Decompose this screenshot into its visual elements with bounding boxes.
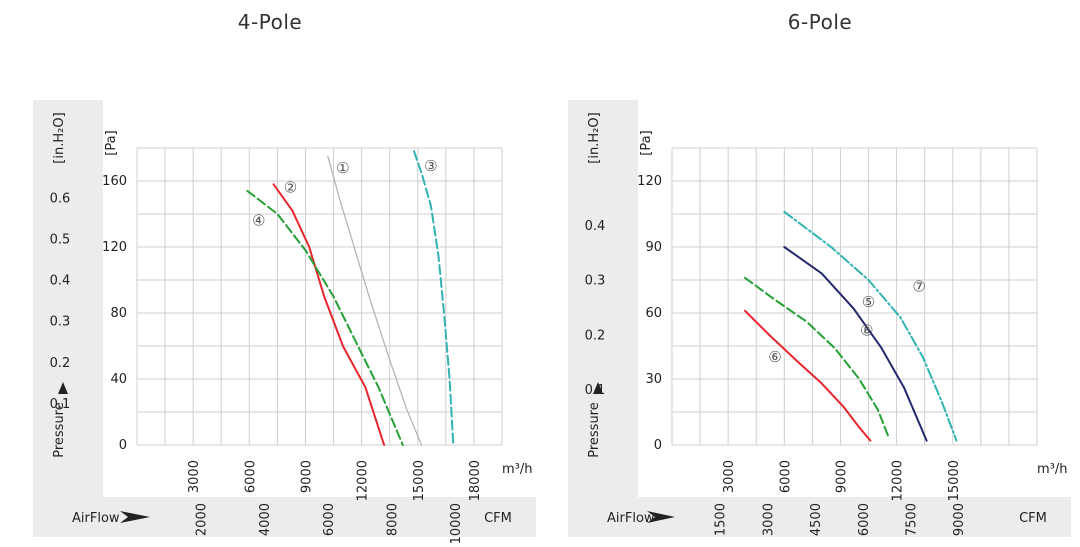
x2-tick-label: 4000 bbox=[258, 503, 273, 536]
x-tick-label: 9000 bbox=[834, 460, 849, 493]
curve-label: ① bbox=[336, 159, 349, 177]
series-line bbox=[327, 155, 423, 446]
y2-tick-label: 0.5 bbox=[50, 233, 71, 248]
series-line bbox=[413, 150, 455, 446]
series-line bbox=[783, 246, 928, 442]
x2-tick-label: 4500 bbox=[809, 503, 824, 536]
curve-label: ④ bbox=[252, 212, 265, 230]
y2-tick-label: 0.2 bbox=[50, 356, 71, 371]
y-tick-label: 120 bbox=[102, 240, 127, 255]
x-tick-label: 6000 bbox=[778, 460, 793, 493]
x2-axis-label: AirFlow bbox=[607, 511, 655, 526]
curve-label: ② bbox=[284, 179, 297, 197]
chart-title-4pole: 4-Pole bbox=[237, 10, 303, 34]
y-tick-label: 30 bbox=[645, 372, 662, 387]
y-tick-label: 120 bbox=[637, 174, 662, 189]
x2-tick-label: 2000 bbox=[195, 503, 210, 536]
y-tick-label: 160 bbox=[102, 174, 127, 189]
y2-unit-label: [in.H₂O] bbox=[52, 112, 67, 163]
x2-tick-label: 1500 bbox=[714, 503, 729, 536]
curve-label: ⑥ bbox=[768, 348, 781, 366]
curve-label: ⑦ bbox=[912, 278, 925, 296]
y2-tick-label: 0.3 bbox=[585, 274, 606, 289]
chart-6pole: 0306090120[Pa]0.10.20.30.4[in.H₂O]Pressu… bbox=[568, 100, 1071, 537]
x2-tick-label: 6000 bbox=[857, 503, 872, 536]
x-unit-label: m³/h bbox=[502, 462, 533, 477]
x2-unit-label: CFM bbox=[484, 511, 512, 526]
x2-tick-label: 9000 bbox=[952, 503, 967, 536]
x2-tick-label: 8000 bbox=[385, 503, 400, 536]
y2-tick-label: 0.4 bbox=[585, 219, 606, 234]
airflow-arrow-icon bbox=[120, 511, 150, 523]
x2-tick-label: 10000 bbox=[449, 503, 464, 544]
y2-tick-label: 0.3 bbox=[50, 315, 71, 330]
x-tick-label: 9000 bbox=[299, 460, 314, 493]
pressure-arrow-icon bbox=[58, 382, 68, 394]
x-tick-label: 6000 bbox=[243, 460, 258, 493]
y2-tick-label: 0.6 bbox=[50, 191, 71, 206]
series-line bbox=[783, 210, 958, 442]
x2-tick-label: 7500 bbox=[905, 503, 920, 536]
y2-unit-label: [in.H₂O] bbox=[587, 112, 602, 163]
series-line bbox=[744, 276, 891, 440]
y-tick-label: 0 bbox=[654, 438, 662, 453]
x-tick-label: 12000 bbox=[891, 460, 906, 501]
y2-axis-label: Pressure bbox=[52, 402, 67, 458]
x-tick-label: 15000 bbox=[412, 460, 427, 501]
left-axis-band bbox=[568, 100, 638, 537]
x2-unit-label: CFM bbox=[1019, 511, 1047, 526]
series-line bbox=[272, 183, 386, 446]
curve-label: ③ bbox=[424, 157, 437, 175]
x-tick-label: 3000 bbox=[722, 460, 737, 493]
chart-title-6pole: 6-Pole bbox=[787, 10, 853, 34]
y-tick-label: 60 bbox=[645, 306, 662, 321]
left-axis-band bbox=[33, 100, 103, 537]
y2-tick-label: 0.1 bbox=[50, 397, 71, 412]
airflow-strip bbox=[568, 497, 1071, 537]
airflow-arrow-icon bbox=[647, 511, 675, 523]
x-tick-label: 3000 bbox=[187, 460, 202, 493]
x2-tick-label: 6000 bbox=[322, 503, 337, 536]
x2-tick-label: 3000 bbox=[761, 503, 776, 536]
y-tick-label: 90 bbox=[645, 240, 662, 255]
curve-label: ⑧ bbox=[860, 322, 873, 340]
y-tick-label: 0 bbox=[119, 438, 127, 453]
x-unit-label: m³/h bbox=[1037, 462, 1068, 477]
y2-tick-label: 0.4 bbox=[50, 274, 71, 289]
y-tick-label: 80 bbox=[110, 306, 127, 321]
chart-4pole: 0 40 80 120 160 [Pa] 0.1 0.2 0.3 0.4 0.5 0.6 [in.H₂O… bbox=[33, 100, 536, 544]
curve-label: ⑤ bbox=[862, 293, 875, 311]
x-tick-label: 18000 bbox=[468, 460, 483, 501]
y2-tick-label: 0.2 bbox=[585, 328, 606, 343]
y-unit-label: [Pa] bbox=[104, 130, 119, 155]
airflow-strip bbox=[33, 497, 536, 537]
series-line bbox=[744, 309, 872, 442]
y-unit-label: [Pa] bbox=[639, 130, 654, 155]
y2-axis-label: Pressure bbox=[587, 402, 602, 458]
series-line bbox=[246, 189, 404, 446]
x2-axis-label: AirFlow bbox=[72, 511, 120, 526]
y-tick-label: 40 bbox=[110, 372, 127, 387]
x-tick-label: 15000 bbox=[947, 460, 962, 501]
x-tick-label: 12000 bbox=[356, 460, 371, 501]
pressure-arrow-icon bbox=[593, 382, 603, 394]
